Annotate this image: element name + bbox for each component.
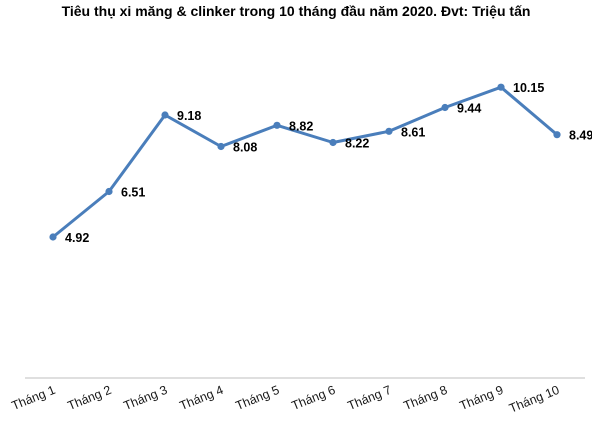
- chart-title: Tiêu thụ xi măng & clinker trong 10 thán…: [61, 3, 531, 19]
- data-point: [497, 83, 505, 91]
- x-tick-label: Tháng 2: [66, 383, 114, 413]
- x-tick-label: Tháng 3: [122, 383, 170, 413]
- data-label: 4.92: [65, 231, 89, 245]
- data-label: 8.22: [345, 137, 369, 151]
- data-label: 8.61: [401, 125, 425, 139]
- data-point: [105, 187, 113, 196]
- data-point: [161, 111, 169, 119]
- data-label: 6.51: [121, 186, 145, 200]
- data-label: 9.18: [177, 109, 201, 123]
- x-tick-label: Tháng 6: [290, 383, 338, 413]
- data-label: 10.15: [513, 81, 544, 95]
- data-point: [49, 233, 57, 241]
- data-point: [441, 103, 449, 112]
- data-label: 9.44: [457, 102, 481, 116]
- x-tick-label: Tháng 1: [10, 383, 58, 413]
- x-tick-label: Tháng 7: [346, 383, 394, 413]
- data-point: [385, 127, 393, 135]
- data-point: [329, 138, 337, 147]
- x-tick-label: Tháng 10: [507, 383, 561, 416]
- x-tick-label: Tháng 9: [458, 383, 506, 413]
- series-line: [51, 85, 559, 239]
- data-label: 8.49: [569, 129, 592, 143]
- data-point: [553, 131, 561, 139]
- x-tick-label: Tháng 5: [234, 383, 282, 413]
- data-label: 8.08: [233, 141, 257, 155]
- data-label: 8.82: [289, 119, 313, 133]
- x-tick-label: Tháng 4: [178, 383, 226, 413]
- x-tick-label: Tháng 8: [402, 383, 450, 413]
- data-point: [217, 142, 225, 151]
- data-point: [273, 121, 281, 129]
